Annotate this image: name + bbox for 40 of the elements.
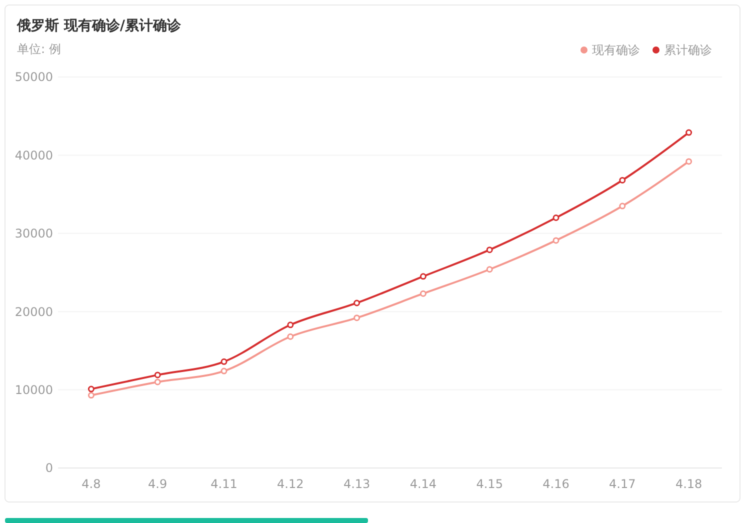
- point: [486, 246, 493, 254]
- point: [619, 176, 626, 184]
- point: [154, 372, 161, 378]
- point: [486, 266, 493, 273]
- chart-title: 俄罗斯 现有确诊/累计确诊: [16, 18, 182, 34]
- x-tick-label: 4.13: [343, 477, 370, 491]
- point: [88, 392, 94, 399]
- x-tick-label: 4.18: [675, 477, 702, 491]
- x-tick-label: 4.12: [277, 477, 304, 491]
- x-tick-label: 4.9: [148, 477, 168, 491]
- x-tick-label: 4.17: [609, 477, 636, 491]
- point: [686, 158, 692, 165]
- point: [552, 214, 560, 222]
- x-tick-label: 4.11: [210, 477, 238, 491]
- point: [686, 129, 692, 136]
- point: [287, 322, 294, 328]
- point: [287, 333, 294, 340]
- y-tick-label: 40000: [14, 148, 53, 162]
- point: [619, 202, 626, 210]
- x-tick-label: 4.16: [542, 477, 570, 491]
- chart-subtitle: 单位: 例: [17, 42, 61, 56]
- x-tick-label: 4.8: [82, 477, 101, 491]
- y-tick-label: 10000: [14, 383, 53, 397]
- x-tick-label: 4.14: [410, 477, 437, 491]
- point: [354, 300, 360, 306]
- point: [354, 314, 360, 322]
- y-tick-label: 20000: [14, 304, 53, 319]
- legend-label: 累计确诊: [664, 43, 712, 58]
- x-tick-label: 4.15: [476, 477, 503, 491]
- point: [420, 273, 426, 280]
- point: [420, 290, 426, 297]
- point: [552, 237, 560, 244]
- point: [220, 358, 228, 365]
- point: [154, 378, 161, 386]
- legend-label: 现有确诊: [592, 43, 640, 58]
- y-tick-label: 30000: [14, 226, 53, 241]
- point: [220, 368, 228, 374]
- point: [88, 386, 94, 392]
- y-tick-label: 0: [45, 461, 53, 476]
- y-tick-label: 50000: [14, 70, 53, 84]
